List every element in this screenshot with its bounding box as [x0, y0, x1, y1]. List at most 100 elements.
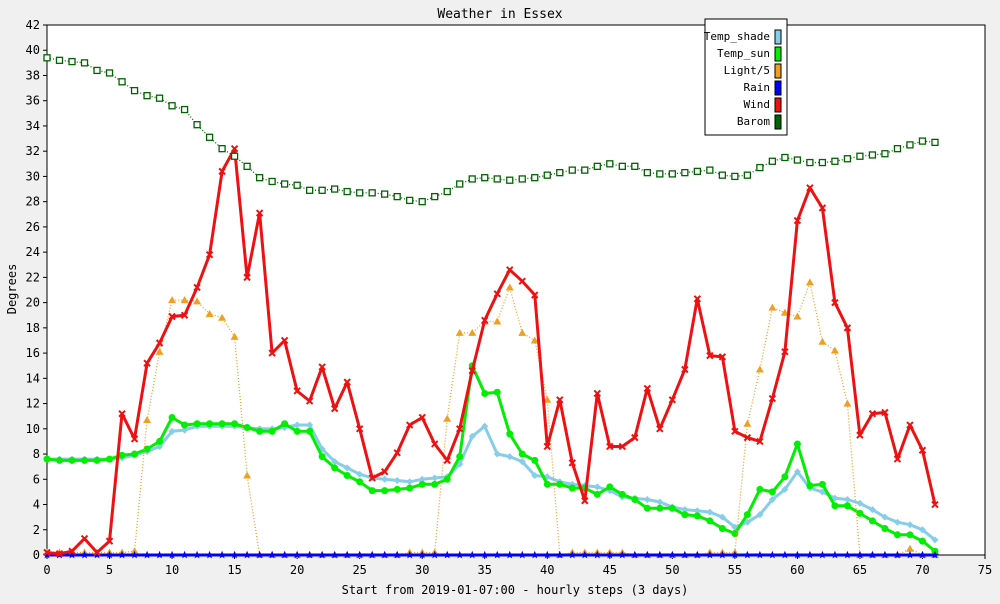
data-point-barom: [331, 185, 339, 193]
data-point-barom: [481, 174, 489, 182]
data-point-rain: [793, 550, 802, 559]
data-point-barom: [643, 168, 651, 177]
data-point-wind: [731, 427, 739, 436]
data-point-rain: [93, 550, 101, 559]
data-point-rain: [230, 550, 239, 559]
y-tick-label: 14: [26, 371, 40, 385]
data-point-barom: [80, 59, 89, 67]
data-point-wind: [593, 389, 602, 398]
data-point-wind: [556, 396, 564, 404]
series-layer: [43, 54, 939, 559]
data-point-barom: [205, 133, 214, 141]
data-point-rain: [68, 550, 76, 559]
data-point-temp-sun: [731, 530, 739, 538]
data-point-temp-sun: [381, 487, 389, 495]
legend-swatch: [774, 29, 782, 45]
data-point-rain: [518, 550, 527, 559]
data-point-barom: [318, 186, 326, 194]
data-point-temp-sun: [718, 525, 726, 532]
data-point-wind: [418, 413, 426, 422]
y-tick-label: 32: [26, 144, 40, 158]
data-point-light-5: [793, 312, 802, 320]
data-point-rain: [555, 550, 564, 559]
data-point-wind: [881, 408, 889, 417]
data-point-temp-shade: [518, 458, 526, 466]
data-point-temp-sun: [131, 450, 139, 458]
data-point-light-5: [218, 313, 227, 321]
data-point-temp-sun: [93, 456, 101, 464]
data-point-barom: [656, 170, 664, 178]
y-tick-label: 0: [33, 548, 40, 562]
data-point-temp-sun: [331, 464, 339, 472]
data-point-barom: [243, 162, 251, 170]
data-point-rain: [630, 550, 639, 559]
x-tick-label: 50: [665, 563, 679, 577]
series-rain: [43, 550, 939, 559]
data-point-temp-sun: [456, 453, 464, 461]
data-point-rain: [193, 550, 202, 559]
data-point-temp-sun: [568, 484, 576, 492]
data-point-barom: [93, 66, 101, 75]
data-point-rain: [455, 550, 464, 559]
data-point-temp-sun: [681, 511, 689, 519]
data-point-temp-sun: [193, 420, 201, 428]
data-point-wind: [143, 359, 151, 367]
data-point-temp-sun: [706, 517, 714, 525]
x-tick-label: 45: [603, 563, 617, 577]
data-point-barom: [806, 158, 814, 167]
data-point-temp-sun: [606, 483, 614, 491]
data-point-rain: [493, 550, 502, 559]
data-point-light-5: [530, 336, 539, 344]
data-point-light-5: [505, 283, 514, 291]
data-point-temp-sun: [893, 531, 901, 539]
data-point-barom: [468, 175, 476, 183]
legend-label: Barom: [737, 115, 770, 128]
data-point-wind: [756, 437, 764, 446]
data-point-rain: [218, 550, 227, 559]
data-point-temp-sun: [781, 473, 789, 481]
y-tick-label: 2: [33, 523, 40, 537]
data-point-temp-shade: [331, 458, 339, 466]
data-point-temp-sun: [818, 480, 826, 488]
data-point-temp-shade: [693, 507, 701, 515]
data-point-rain: [105, 550, 114, 559]
data-point-rain: [568, 550, 577, 559]
series-barom: [43, 54, 939, 206]
data-point-wind: [255, 209, 264, 217]
x-tick-label: 75: [978, 563, 992, 577]
y-tick-label: 6: [33, 472, 40, 486]
data-point-light-5: [155, 347, 164, 355]
data-point-rain: [580, 550, 589, 559]
data-point-temp-shade: [418, 475, 426, 483]
y-tick-label: 24: [26, 245, 40, 259]
data-point-wind: [718, 353, 727, 361]
x-tick-label: 30: [415, 563, 429, 577]
data-point-rain: [168, 550, 177, 559]
legend-label: Light/5: [724, 64, 770, 77]
x-tick-label: 70: [915, 563, 929, 577]
y-tick-label: 10: [26, 422, 40, 436]
data-point-temp-sun: [231, 420, 239, 428]
data-point-barom: [118, 78, 126, 86]
y-tick-label: 12: [26, 397, 40, 411]
data-point-temp-shade: [643, 495, 651, 503]
data-point-wind: [781, 348, 789, 356]
data-point-barom: [130, 86, 139, 95]
data-point-light-5: [843, 399, 852, 407]
data-point-wind: [456, 425, 464, 433]
data-point-rain: [80, 550, 89, 559]
data-point-light-5: [830, 346, 839, 354]
data-point-light-5: [780, 308, 789, 316]
data-point-wind: [931, 500, 939, 509]
data-point-temp-sun: [656, 504, 664, 512]
data-point-barom: [618, 162, 626, 170]
data-point-barom: [293, 181, 301, 189]
data-point-temp-shade: [168, 427, 176, 435]
x-tick-label: 65: [853, 563, 867, 577]
data-point-rain: [505, 550, 514, 559]
data-point-barom: [506, 176, 514, 184]
data-point-barom: [280, 180, 289, 188]
data-point-temp-shade: [481, 422, 489, 430]
data-point-temp-sun: [806, 482, 814, 490]
series-temp-sun: [43, 362, 939, 555]
